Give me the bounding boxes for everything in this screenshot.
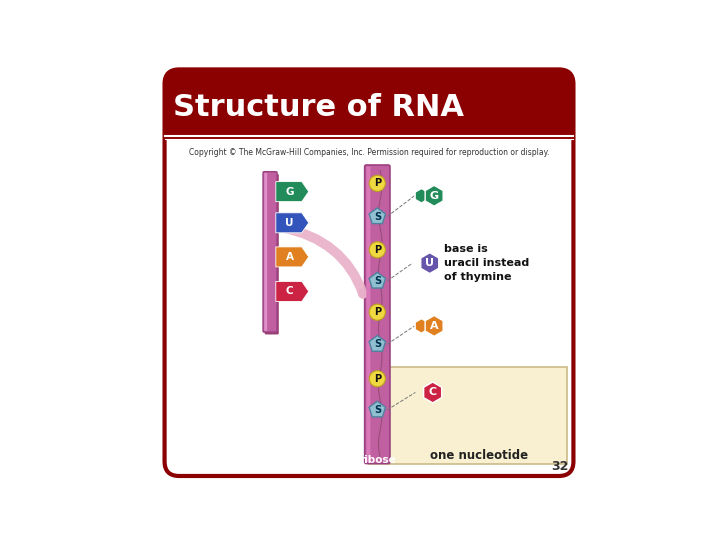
Text: G: G [285, 187, 294, 197]
Text: S: S [374, 212, 381, 221]
FancyBboxPatch shape [265, 174, 279, 334]
FancyArrowPatch shape [282, 227, 363, 294]
Polygon shape [369, 272, 385, 288]
Polygon shape [276, 247, 309, 267]
FancyBboxPatch shape [165, 111, 573, 139]
Text: S: S [374, 339, 381, 349]
Text: A: A [286, 252, 294, 262]
Text: U: U [285, 218, 294, 228]
Text: one nucleotide: one nucleotide [430, 449, 528, 462]
Text: C: C [286, 286, 294, 296]
FancyBboxPatch shape [165, 70, 573, 476]
FancyBboxPatch shape [263, 172, 277, 332]
Text: base is
uracil instead
of thymine: base is uracil instead of thymine [444, 244, 529, 282]
Text: C: C [428, 388, 437, 397]
Text: P: P [374, 245, 381, 255]
Text: S: S [374, 405, 381, 415]
Text: 32: 32 [551, 460, 568, 473]
Text: Copyright © The McGraw-Hill Companies, Inc. Permission required for reproduction: Copyright © The McGraw-Hill Companies, I… [189, 148, 549, 157]
Text: P: P [374, 178, 381, 188]
Circle shape [369, 175, 385, 191]
Polygon shape [420, 253, 438, 274]
FancyBboxPatch shape [165, 70, 573, 139]
FancyBboxPatch shape [366, 167, 370, 462]
Circle shape [369, 242, 385, 258]
Polygon shape [415, 319, 428, 333]
Polygon shape [369, 335, 385, 351]
Text: S: S [374, 276, 381, 286]
FancyBboxPatch shape [365, 165, 390, 463]
Text: ribose: ribose [359, 455, 396, 465]
Polygon shape [423, 382, 441, 403]
Text: G: G [430, 191, 438, 201]
Text: P: P [374, 307, 381, 317]
Polygon shape [276, 181, 309, 201]
Polygon shape [425, 315, 443, 336]
Text: U: U [426, 258, 434, 268]
Polygon shape [369, 208, 385, 224]
Polygon shape [276, 213, 309, 233]
Text: P: P [374, 374, 381, 384]
FancyBboxPatch shape [264, 173, 267, 331]
FancyBboxPatch shape [369, 367, 567, 464]
Polygon shape [276, 281, 309, 301]
Text: Structure of RNA: Structure of RNA [173, 93, 464, 122]
Circle shape [369, 370, 385, 387]
Circle shape [369, 304, 385, 320]
Polygon shape [415, 188, 428, 203]
Polygon shape [369, 401, 385, 417]
Text: A: A [430, 321, 438, 331]
Polygon shape [425, 185, 443, 206]
